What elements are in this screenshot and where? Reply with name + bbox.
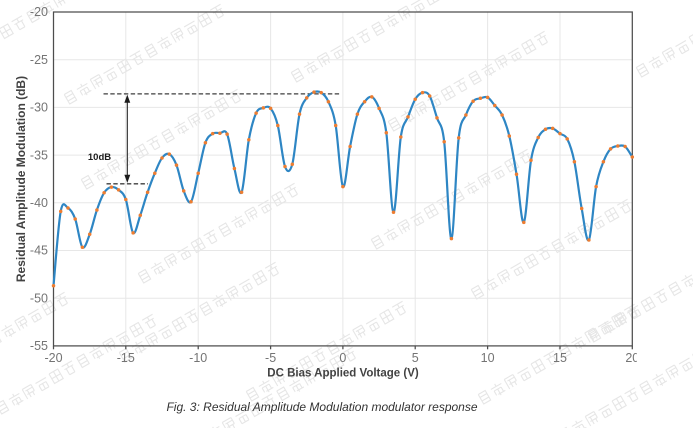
svg-text:-50: -50 (30, 291, 48, 305)
svg-text:20: 20 (625, 351, 639, 365)
svg-text:-20: -20 (44, 351, 62, 365)
svg-text:10: 10 (481, 351, 495, 365)
svg-text:-55: -55 (30, 339, 48, 353)
svg-text:0: 0 (339, 351, 346, 365)
svg-text:-45: -45 (30, 244, 48, 258)
svg-text:5: 5 (412, 351, 419, 365)
svg-text:-35: -35 (30, 148, 48, 162)
svg-text:-25: -25 (30, 53, 48, 67)
svg-text:-10: -10 (189, 351, 207, 365)
svg-text:10dB: 10dB (88, 152, 111, 163)
svg-text:DC Bias Applied Voltage (V): DC Bias Applied Voltage (V) (267, 368, 419, 380)
svg-text:-40: -40 (30, 196, 48, 210)
svg-text:Residual Amplitude Modulation: Residual Amplitude Modulation (dB) (14, 76, 28, 282)
svg-text:-30: -30 (30, 101, 48, 115)
svg-text:-5: -5 (265, 351, 276, 365)
svg-text:-15: -15 (117, 351, 135, 365)
svg-text:Fig. 3: Residual Amplitude Mod: Fig. 3: Residual Amplitude Modulation mo… (166, 400, 477, 414)
svg-text:15: 15 (553, 351, 567, 365)
svg-text:-20: -20 (30, 5, 48, 19)
